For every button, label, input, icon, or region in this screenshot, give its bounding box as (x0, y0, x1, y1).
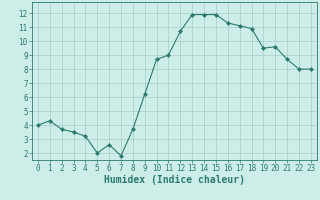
X-axis label: Humidex (Indice chaleur): Humidex (Indice chaleur) (104, 175, 245, 185)
